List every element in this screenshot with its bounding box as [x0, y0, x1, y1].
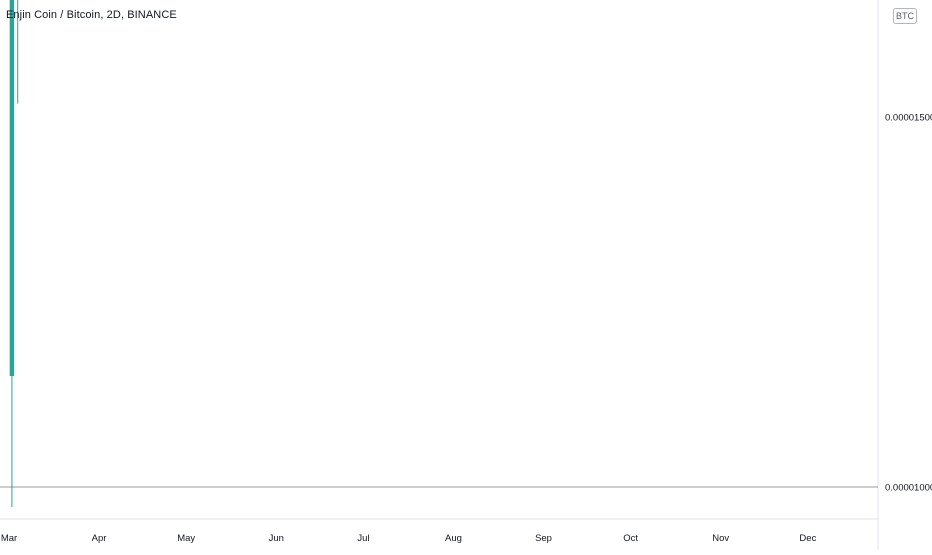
x-tick-label: Sep — [535, 533, 552, 544]
x-tick-label: Aug — [445, 533, 462, 544]
x-tick-label: Jul — [357, 533, 369, 544]
y-tick-label: 0.00001000 — [885, 483, 932, 494]
chart-title: Enjin Coin / Bitcoin, 2D, BINANCE — [6, 9, 177, 21]
currency-badge[interactable]: BTC — [893, 8, 917, 24]
x-tick-label: Oct — [623, 533, 638, 544]
x-tick-label: Apr — [92, 533, 107, 544]
x-tick-label: Mar — [1, 533, 17, 544]
x-tick-label: Nov — [712, 533, 729, 544]
y-tick-label: 0.00001500 — [885, 113, 932, 124]
x-tick-label: May — [177, 533, 195, 544]
x-tick-label: Dec — [799, 533, 816, 544]
candle-body — [9, 0, 15, 376]
x-tick-label: Jun — [269, 533, 284, 544]
